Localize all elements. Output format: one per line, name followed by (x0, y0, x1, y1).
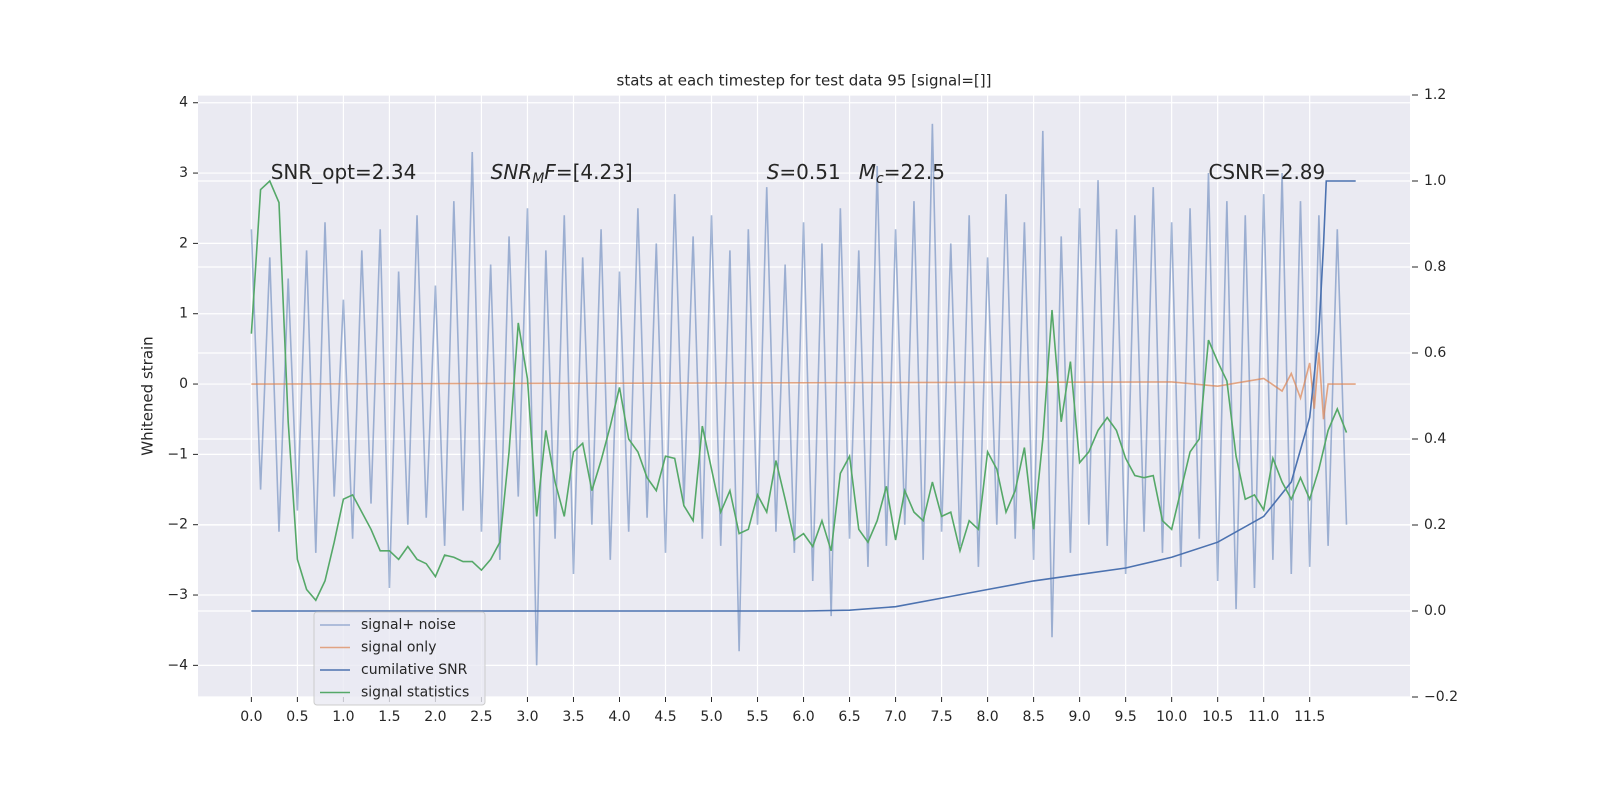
y-tick-label: 0 (179, 376, 188, 392)
x-tick-label: 5.5 (746, 709, 768, 725)
x-tick-label: 1.5 (378, 709, 400, 725)
x-tick-label: 11.5 (1294, 709, 1325, 725)
series-line (250, 179, 1348, 602)
y2-tick-label: 0.8 (1424, 259, 1446, 275)
y-tick-label: 4 (179, 95, 188, 111)
annotation-part: S (767, 160, 780, 184)
chart-title: stats at each timestep for test data 95 … (617, 72, 992, 90)
y-tick-label: −3 (167, 587, 188, 603)
legend-label: signal+ noise (361, 617, 456, 633)
y2-tick-label: 0.2 (1424, 517, 1446, 533)
series-line (251, 352, 1356, 420)
x-tick-label: 8.5 (1022, 709, 1044, 725)
x-tick-label: 4.0 (608, 709, 630, 725)
annotation-part: SNR_opt=2.34 (271, 160, 417, 184)
x-tick-label: 11.0 (1248, 709, 1279, 725)
annotation-part: =22.5 (884, 160, 945, 184)
x-tick-label: 2.5 (470, 709, 492, 725)
x-tick-label: 1.0 (332, 709, 354, 725)
annotation: Mc=22.5 (859, 160, 945, 188)
x-tick-label: 0.0 (240, 709, 262, 725)
x-tick-label: 10.0 (1156, 709, 1187, 725)
y-tick-label: 1 (179, 306, 188, 322)
x-tick-label: 2.0 (424, 709, 446, 725)
annotation: SNR_opt=2.34 (271, 160, 417, 184)
x-tick-label: 8.0 (976, 709, 998, 725)
annotation-part: F (544, 160, 556, 184)
x-tick-label: 6.0 (792, 709, 814, 725)
annotation-part: c (876, 171, 884, 187)
x-tick-label: 7.5 (930, 709, 952, 725)
x-tick-label: 4.5 (654, 709, 676, 725)
y-tick-label: 3 (179, 165, 188, 181)
x-tick-label: 9.5 (1115, 709, 1137, 725)
x-tick-label: 10.5 (1202, 709, 1233, 725)
annotation-part: SNR (491, 160, 533, 184)
annotation-part: M (859, 160, 876, 184)
x-tick-label: 6.5 (838, 709, 860, 725)
y-tick-label: −4 (167, 657, 188, 673)
y-axis-label: Whitened strain (139, 336, 157, 455)
y2-tick-label: 1.2 (1424, 87, 1446, 103)
legend-label: signal statistics (361, 685, 469, 701)
y2-tick-label: 0.4 (1424, 431, 1446, 447)
annotation: S=0.51 (767, 160, 841, 184)
y2-tick-label: 0.6 (1424, 345, 1446, 361)
legend-label: signal only (361, 640, 436, 656)
y2-tick-label: −0.2 (1424, 689, 1458, 705)
y-tick-label: −2 (167, 517, 188, 533)
legend-label: cumilative SNR (361, 662, 468, 678)
y-tick-label: −1 (167, 446, 188, 462)
annotation: CSNR=2.89 (1208, 160, 1325, 184)
annotation-part: CSNR=2.89 (1208, 160, 1325, 184)
y2-tick-label: 1.0 (1424, 173, 1446, 189)
y-tick-label: 2 (179, 235, 188, 251)
x-tick-label: 5.0 (700, 709, 722, 725)
annotation-part: =0.51 (779, 160, 840, 184)
x-tick-label: 9.0 (1068, 709, 1090, 725)
grid (198, 94, 1410, 698)
annotation: SNRMF=[4.23] (491, 160, 633, 188)
x-tick-label: 3.5 (562, 709, 584, 725)
y2-tick-label: 0.0 (1424, 603, 1446, 619)
x-tick-label: 7.0 (884, 709, 906, 725)
annotation-part: M (532, 171, 544, 187)
x-tick-label: 3.0 (516, 709, 538, 725)
annotation-part: =[4.23] (556, 160, 633, 184)
legend-box (313, 611, 486, 706)
series-line (251, 180, 1356, 612)
series-line (250, 123, 1348, 666)
x-tick-label: 0.5 (286, 709, 308, 725)
